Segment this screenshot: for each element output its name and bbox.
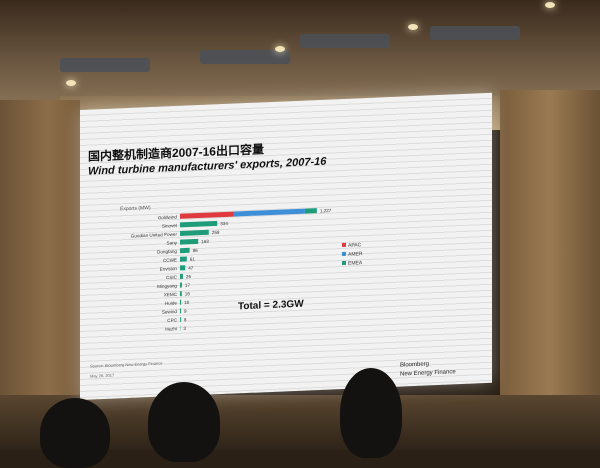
value-label: 26 bbox=[186, 274, 192, 279]
brand-line-2: New Energy Finance bbox=[400, 369, 456, 377]
bar-emea bbox=[180, 257, 187, 262]
category-label: CCWE bbox=[163, 257, 177, 263]
bar-emea bbox=[180, 283, 182, 288]
footer-date: May 26, 2017 bbox=[90, 373, 115, 379]
category-label: Envision bbox=[160, 266, 178, 272]
legend-label: APAC bbox=[348, 242, 362, 249]
ceiling-panel bbox=[300, 34, 390, 48]
value-label: 47 bbox=[188, 265, 194, 270]
bar-emea bbox=[180, 221, 217, 228]
category-label: Sinovel bbox=[162, 223, 177, 229]
value-label: 61 bbox=[190, 257, 196, 262]
bar-emea bbox=[180, 300, 181, 305]
category-label: Mingyang bbox=[157, 283, 177, 289]
ceiling-panel bbox=[430, 26, 520, 40]
category-label: XEMC bbox=[164, 292, 178, 298]
bar-emea bbox=[180, 239, 198, 245]
category-label: CPC bbox=[167, 318, 177, 323]
source-note: Source: Bloomberg New Energy Finance bbox=[90, 361, 163, 369]
bar-amer bbox=[234, 209, 305, 217]
ceiling-spotlight bbox=[545, 2, 555, 8]
bar-emea bbox=[180, 248, 190, 253]
bar-emea bbox=[180, 230, 209, 236]
brand-line-1: Bloomberg bbox=[400, 361, 429, 368]
value-label: 86 bbox=[193, 248, 199, 253]
projection-screen: 国内整机制造商2007-16出口容量 Wind turbine manufact… bbox=[80, 93, 492, 400]
audience-head bbox=[340, 368, 402, 458]
category-label: Huide bbox=[165, 300, 177, 306]
value-label: 17 bbox=[185, 283, 191, 288]
value-label: 1,227 bbox=[320, 208, 332, 213]
value-label: 3 bbox=[183, 326, 186, 331]
bar-group: Goldwind 1,227 Sinovel 334 Guodian United Po… bbox=[131, 207, 332, 333]
legend-swatch bbox=[342, 252, 346, 256]
audience-head bbox=[40, 398, 110, 468]
bar-emea bbox=[305, 208, 317, 214]
legend: APAC AMER EMEA bbox=[342, 242, 363, 267]
category-label: CSIC bbox=[166, 275, 178, 280]
bar-emea bbox=[180, 265, 185, 270]
legend-label: AMER bbox=[348, 251, 363, 258]
bar-apac bbox=[180, 212, 234, 219]
ceiling-spotlight bbox=[66, 80, 76, 86]
x-axis-label: Exports (MW) bbox=[120, 205, 151, 212]
category-label: Sany bbox=[167, 240, 178, 245]
category-label: Guodian United Power bbox=[131, 232, 178, 239]
category-label: Goldwind bbox=[158, 214, 178, 220]
audience-head bbox=[148, 382, 220, 462]
legend-label: EMEA bbox=[348, 260, 363, 267]
value-label: 16 bbox=[185, 291, 191, 296]
ceiling-spotlight bbox=[275, 46, 285, 52]
value-label: 163 bbox=[201, 239, 209, 244]
value-label: 258 bbox=[212, 230, 220, 235]
legend-swatch bbox=[342, 261, 346, 265]
ceiling-panel bbox=[60, 58, 150, 72]
ceiling-panel bbox=[200, 50, 290, 64]
wall-left bbox=[0, 100, 80, 430]
value-label: 8 bbox=[184, 317, 187, 322]
chart-slide: 国内整机制造商2007-16出口容量 Wind turbine manufact… bbox=[80, 93, 492, 400]
category-label: Dongfang bbox=[157, 249, 177, 255]
value-label: 334 bbox=[220, 221, 228, 226]
category-label: Hezhi bbox=[165, 326, 177, 331]
bar-emea bbox=[180, 317, 181, 322]
ceiling-spotlight bbox=[408, 24, 418, 30]
legend-swatch bbox=[342, 243, 346, 247]
value-label: 10 bbox=[184, 300, 190, 305]
category-label: Sewind bbox=[162, 309, 178, 315]
bar-emea bbox=[180, 274, 183, 279]
bar-emea bbox=[180, 308, 181, 313]
total-label: Total = 2.3GW bbox=[238, 299, 304, 313]
value-label: 9 bbox=[184, 309, 187, 314]
wall-right bbox=[500, 90, 600, 430]
bar-emea bbox=[180, 291, 182, 296]
